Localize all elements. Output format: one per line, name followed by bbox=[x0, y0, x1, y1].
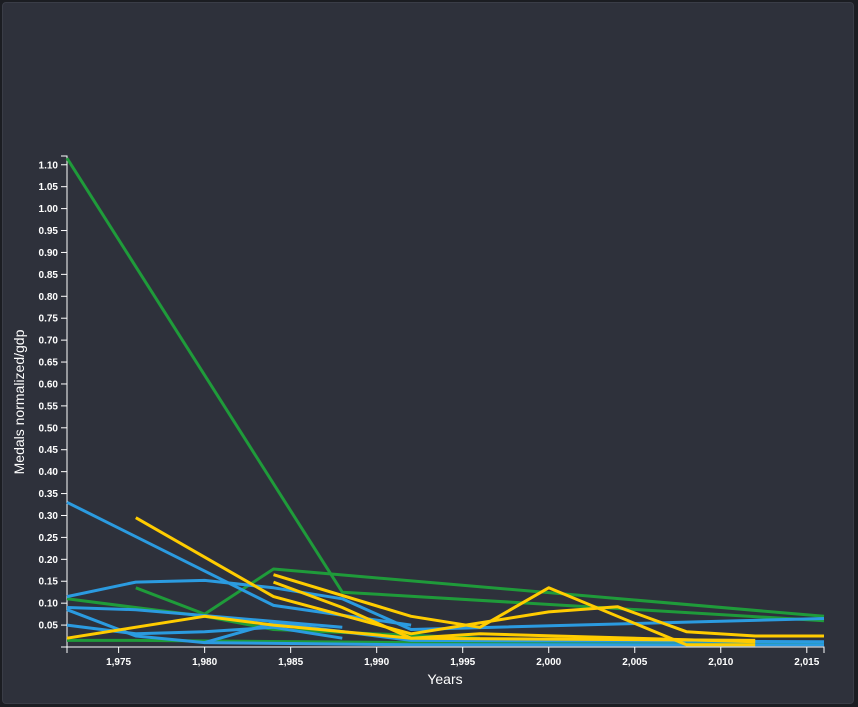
y-axis-line bbox=[61, 155, 68, 648]
y-axis: 0.05 0.10 0.15 0.20 0.25 0.30 0.35 0.40 0.45 0.50… bbox=[39, 155, 68, 648]
y-tick-label: 0.40 bbox=[39, 467, 59, 478]
y-tick-label: 0.55 bbox=[39, 401, 59, 412]
x-axis: 1,975 1,980 1,985 1,990 1,995 2,000 2,005 2,010… bbox=[66, 646, 825, 668]
y-tick-label: 0.85 bbox=[39, 270, 59, 281]
x-tick-label: 2,000 bbox=[536, 657, 561, 668]
y-tick-label: 1.05 bbox=[39, 182, 59, 193]
x-tick-label: 2,015 bbox=[794, 657, 819, 668]
series-line bbox=[66, 608, 825, 645]
y-axis-title: Medals normalized/gdp bbox=[11, 329, 27, 474]
x-tick-label: 2,010 bbox=[708, 657, 733, 668]
series-group bbox=[65, 157, 825, 647]
y-tick-label: 0.10 bbox=[39, 599, 59, 610]
x-tick-label: 1,975 bbox=[106, 657, 131, 668]
y-tick-label: 1.00 bbox=[39, 204, 59, 215]
y-tick-label: 0.50 bbox=[39, 423, 59, 434]
x-axis-title: Years bbox=[427, 671, 462, 687]
y-tick-label: 0.75 bbox=[39, 314, 59, 325]
series-line bbox=[67, 638, 825, 645]
x-tick-label: 1,980 bbox=[192, 657, 217, 668]
x-tick-label: 1,985 bbox=[278, 657, 303, 668]
y-tick-label: 0.70 bbox=[39, 336, 59, 347]
series-line bbox=[135, 567, 825, 618]
series-line bbox=[66, 614, 756, 642]
y-tick-label: 0.45 bbox=[39, 445, 59, 456]
y-tick-label: 0.65 bbox=[39, 358, 59, 369]
x-tick-label: 1,990 bbox=[364, 657, 389, 668]
series-line bbox=[135, 516, 824, 638]
y-tick-label: 0.20 bbox=[39, 555, 59, 566]
y-tick-label: 0.80 bbox=[39, 292, 59, 303]
series-line bbox=[66, 578, 825, 631]
y-tick-label: 0.60 bbox=[39, 379, 59, 390]
y-tick-label: 0.15 bbox=[39, 577, 59, 588]
x-tick-label: 1,995 bbox=[450, 657, 475, 668]
y-tick-label: 1.10 bbox=[39, 160, 59, 171]
series-line bbox=[273, 573, 756, 647]
y-tick-label: 0.30 bbox=[39, 511, 59, 522]
series-line bbox=[65, 157, 825, 623]
x-tick-label: 2,005 bbox=[622, 657, 647, 668]
x-axis-line bbox=[66, 646, 825, 653]
y-tick-label: 0.25 bbox=[39, 533, 59, 544]
y-tick-label: 0.05 bbox=[39, 621, 59, 632]
y-tick-label: 0.95 bbox=[39, 226, 59, 237]
y-tick-label: 0.90 bbox=[39, 248, 59, 259]
y-tick-label: 0.35 bbox=[39, 489, 59, 500]
